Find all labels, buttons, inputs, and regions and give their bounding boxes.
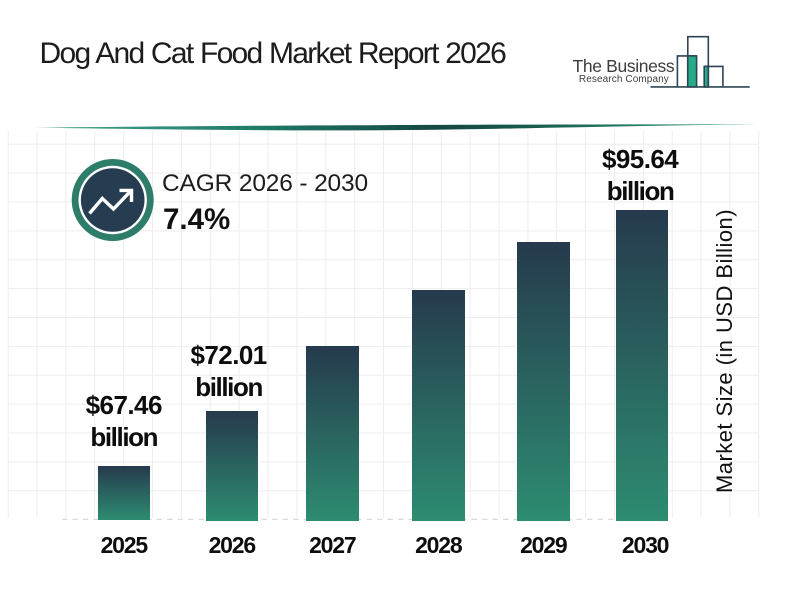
svg-text:Market Size (in USD Billion): Market Size (in USD Billion) (712, 209, 737, 493)
